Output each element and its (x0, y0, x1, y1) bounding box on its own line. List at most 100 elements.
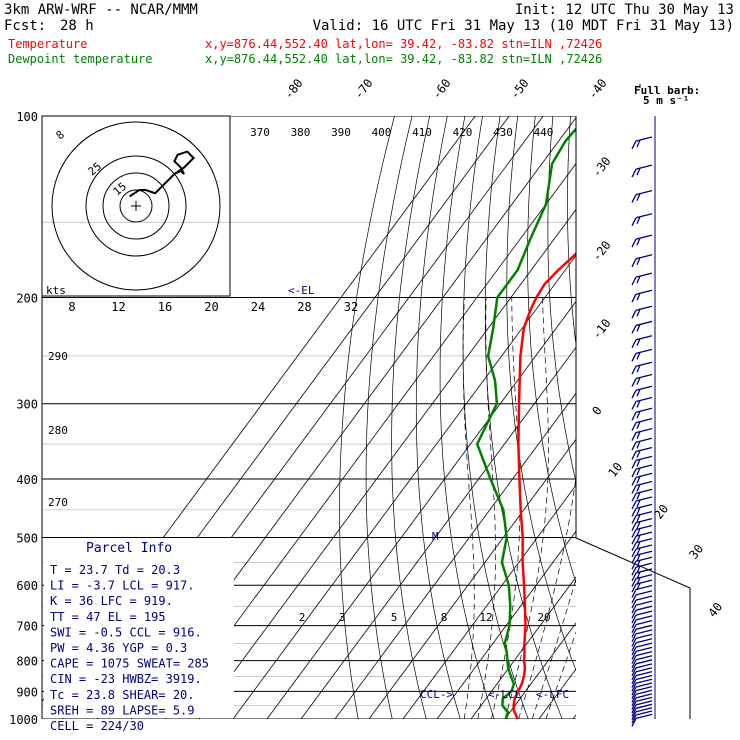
wind-barb-staff (635, 320, 653, 327)
wind-barb-staff (635, 686, 653, 692)
wind-barb-staff (635, 556, 653, 562)
wind-barb (631, 674, 653, 688)
isotherm--70 (198, 208, 576, 719)
wind-barb-staff (635, 373, 653, 380)
wind-barb (631, 707, 653, 720)
wind-barb (631, 136, 653, 150)
parcel-info-row: PW = 4.36 YGP = 0.3 (50, 641, 187, 655)
wind-barb (631, 361, 653, 375)
wind-barb-feather (631, 594, 637, 604)
wind-barb-feather-2 (636, 324, 641, 332)
wind-barb-feather-2 (636, 364, 641, 373)
pressure-tick-300: 300 (16, 398, 38, 412)
wind-barb-feather (631, 353, 637, 362)
theta-e-label-430: 430 (493, 126, 513, 139)
wind-barb-feather (631, 560, 637, 570)
parcel-info-row: K = 36 LFC = 919. (50, 594, 173, 608)
isotherm-0 (436, 530, 576, 719)
wind-barb (631, 464, 653, 478)
wind-barb-feather-2 (636, 216, 641, 225)
theta-label-290: 290 (48, 350, 68, 363)
wind-barb-staff (635, 189, 653, 196)
dry-adiabat-400 (659, 116, 740, 732)
wind-barb-staff (635, 605, 653, 611)
wind-barb (631, 348, 653, 362)
wind-barb-feather-2 (636, 492, 641, 500)
wind-barb-feather (631, 140, 637, 150)
mixing-ratio-upper-20: 20 (204, 300, 218, 314)
wind-barb (631, 496, 653, 510)
wind-barb-feather (631, 500, 637, 510)
isotherm-label-20: 20 (651, 502, 671, 522)
moist-adiabat-16 (491, 297, 521, 719)
wind-barb-column (631, 116, 656, 727)
isotherm-label--20: -20 (589, 238, 613, 264)
pressure-tick-500: 500 (16, 531, 38, 545)
wind-barb (631, 590, 653, 604)
parcel-info-row: CIN = -23 HWBZ= 3919. (50, 672, 202, 686)
wind-barb-feather (631, 711, 637, 720)
wind-barb-feather (631, 554, 637, 564)
mixing-ratio-upper-8: 8 (68, 300, 75, 314)
wind-barb-staff (635, 696, 653, 703)
wind-barb-feather (631, 325, 637, 334)
wind-barb (631, 595, 653, 609)
lcl-marker: <-LCL (488, 688, 521, 701)
temperature-location: x,y=876.44,552.40 lat,lon= 39.42, -83.82… (205, 37, 602, 51)
mixing-ratio-upper-24: 24 (251, 300, 265, 314)
wind-barb-feather (631, 651, 637, 660)
wind-barb (631, 659, 653, 673)
wind-barb (631, 544, 653, 558)
wind-barb-staff (635, 615, 653, 621)
dry-adiabat-280 (415, 116, 461, 719)
wind-barb-feather (631, 535, 637, 545)
isotherm-label--70: -70 (351, 76, 375, 102)
wind-barb-feather-2 (636, 476, 641, 484)
wind-barb-staff (635, 164, 653, 170)
wind-barb-feather-2 (636, 139, 641, 148)
wind-barb-feather-2 (636, 553, 641, 562)
isotherm-label-0: 0 (589, 404, 604, 418)
wind-barb-staff (635, 335, 653, 341)
wind-barb-feather (631, 401, 637, 410)
wind-barb-feather (631, 718, 637, 727)
wind-barb (631, 254, 653, 268)
wind-barb-feather (631, 589, 637, 598)
mixing-ratio-upper-28: 28 (297, 300, 311, 314)
wind-barb-feather (631, 432, 637, 441)
wind-barb-staff (635, 550, 653, 556)
wind-barb-feather (631, 339, 637, 349)
wind-barb-feather (631, 451, 637, 460)
wind-barb-staff (635, 418, 653, 424)
wind-barb-feather (631, 238, 637, 248)
wind-barb-feather (631, 614, 637, 624)
wind-barb-feather (631, 365, 637, 375)
wind-barb-staff (635, 511, 653, 517)
wind-barb-staff (635, 531, 653, 537)
dry-adiabat-290 (439, 116, 495, 719)
wind-barb-staff (635, 407, 653, 413)
wind-barb-feather (631, 194, 637, 203)
wind-barb-feather (631, 682, 637, 692)
dry-adiabat-370 (605, 116, 740, 732)
wind-barb-staff (635, 524, 653, 531)
wind-barb-staff (635, 136, 653, 142)
wind-barb (631, 455, 653, 469)
isotherm--40 (300, 346, 576, 719)
wind-barb (631, 667, 653, 681)
theta-e-label-400: 400 (372, 126, 392, 139)
parcel-info-row: CAPE = 1075 SWEAT= 285 (50, 657, 209, 671)
dry-adiabat-260 (365, 116, 413, 719)
parcel-info-row: LI = -3.7 LCL = 917. (50, 579, 195, 593)
hodograph-ring-outer (85, 155, 187, 257)
wind-barb-feather-2 (636, 167, 641, 176)
wind-barb-staff (635, 600, 653, 606)
theta-e-label-440: 440 (534, 126, 554, 139)
wind-barb-feather (631, 604, 637, 614)
mixing-ratio-lower-8: 8 (441, 611, 448, 624)
valid-time: Valid: 16 UTC Fri 31 May 13 (10 MDT Fri … (313, 18, 734, 34)
wind-barb-staff (635, 254, 653, 260)
wind-barb-feather (631, 493, 637, 502)
wind-barb-staff (635, 595, 653, 601)
wind-barb (631, 629, 653, 643)
